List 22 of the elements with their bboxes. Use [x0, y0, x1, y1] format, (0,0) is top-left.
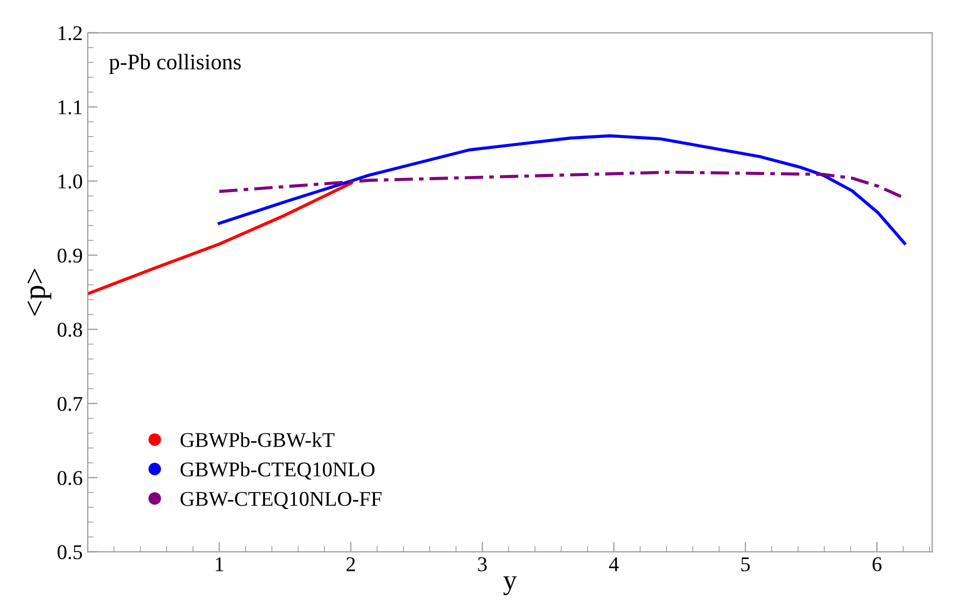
- annotation: p-Pb collisions: [109, 54, 241, 74]
- y-tick-label: 0.5: [58, 545, 82, 560]
- y-tick-label: 1.0: [58, 174, 82, 189]
- y-tick-label: 1.2: [58, 26, 82, 40]
- x-tick-label: 6: [872, 557, 882, 572]
- x-tick-label: 3: [478, 557, 487, 572]
- legend-label: GBWPb-GBW-kT: [180, 432, 334, 448]
- line-series: [218, 134, 906, 245]
- x-tick-label: 5: [741, 557, 750, 572]
- legend-label: GBW-CTEQ10NLO-FF: [180, 492, 382, 510]
- line-series: [88, 182, 352, 296]
- x-tick-label: 2: [346, 557, 355, 572]
- y-tick-label: 0.7: [58, 396, 82, 412]
- legend-label: GBWPb-CTEQ10NLO: [180, 462, 374, 480]
- y-tick-label: 1.1: [58, 100, 82, 114]
- y-axis-title: <p>: [27, 268, 52, 316]
- x-tick-label: 1: [216, 557, 224, 572]
- y-tick-label: 0.6: [58, 470, 82, 486]
- x-axis-title: y: [503, 576, 517, 596]
- y-tick-label: 0.9: [58, 248, 82, 263]
- x-tick-label: 4: [609, 557, 619, 572]
- y-tick-label: 0.8: [58, 322, 82, 337]
